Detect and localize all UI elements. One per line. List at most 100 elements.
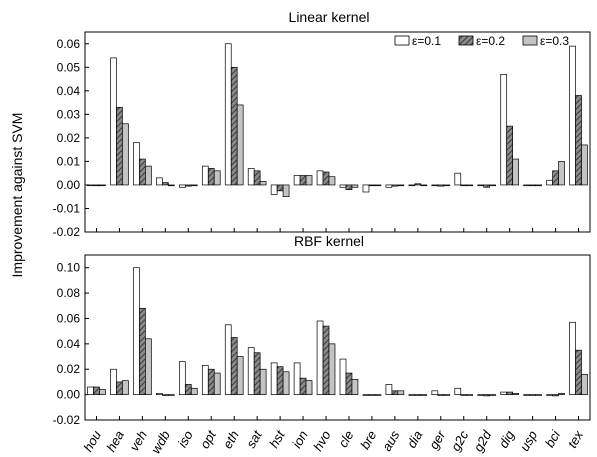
bar-sat-eps-0-3 <box>259 181 267 186</box>
plot-frame <box>84 254 591 421</box>
bar-opt-eps-0-3 <box>213 170 221 186</box>
bar-veh-eps-0-1 <box>133 267 140 395</box>
y-tick-label: 0.00 <box>57 178 81 192</box>
bar-hst-eps-0-2 <box>276 184 284 192</box>
bar-hvo-eps-0-2 <box>322 325 330 395</box>
bar-hvo-eps-0-1 <box>316 320 324 395</box>
bar-veh-eps-0-3 <box>145 165 152 186</box>
bar-hou-eps-0-2 <box>93 184 100 187</box>
y-tick-label: -0.02 <box>53 225 81 239</box>
category-label-ger: ger <box>426 427 449 451</box>
bar-bre-eps-0-1 <box>362 394 370 396</box>
rbf-kernel-title: RBF kernel <box>294 233 364 249</box>
bar-veh-eps-0-1 <box>133 142 140 186</box>
bar-aus-eps-0-2 <box>391 184 399 187</box>
bar-usp-eps-0-2 <box>529 394 536 396</box>
bar-ion-eps-0-3 <box>305 175 313 186</box>
legend-label-eps-0-3: ε=0.3 <box>540 34 569 48</box>
bar-veh-eps-0-3 <box>145 338 152 395</box>
bar-hou-eps-0-1 <box>87 386 94 395</box>
bar-hst-eps-0-2 <box>276 366 284 395</box>
bar-bre-eps-0-1 <box>362 184 370 193</box>
bar-g2c-eps-0-1 <box>454 172 462 186</box>
bar-hvo-eps-0-2 <box>322 171 330 186</box>
bar-iso-eps-0-2 <box>184 184 192 187</box>
y-axis-label: Improvement against SVM <box>9 113 25 278</box>
bar-eth-eps-0-2 <box>230 66 238 186</box>
plot-frame <box>84 31 591 233</box>
bar-tex-eps-0-1 <box>569 45 576 186</box>
bar-bci-eps-0-3 <box>558 393 565 395</box>
bar-dia-eps-0-3 <box>420 394 428 396</box>
bar-tex-eps-0-2 <box>575 349 582 395</box>
y-tick-label: 0.01 <box>57 154 81 168</box>
bar-dig-eps-0-1 <box>500 73 508 186</box>
bar-hvo-eps-0-1 <box>316 170 324 186</box>
bar-usp-eps-0-3 <box>535 184 542 187</box>
bar-ger-eps-0-1 <box>431 390 439 395</box>
bar-tex-eps-0-3 <box>581 144 588 186</box>
bar-g2d-eps-0-2 <box>483 394 491 397</box>
bar-tex-eps-0-2 <box>575 95 582 186</box>
bar-usp-eps-0-1 <box>523 184 530 187</box>
bar-hou-eps-0-3 <box>99 389 106 395</box>
bar-bci-eps-0-3 <box>558 161 565 186</box>
bar-hea-eps-0-1 <box>110 57 117 186</box>
bar-bre-eps-0-2 <box>368 394 376 396</box>
bar-cle-eps-0-3 <box>351 184 359 188</box>
bar-ion-eps-0-3 <box>305 380 313 395</box>
bar-hea-eps-0-3 <box>122 380 129 395</box>
category-label-eth: eth <box>220 428 242 451</box>
bar-g2c-eps-0-3 <box>466 184 474 187</box>
bar-g2d-eps-0-3 <box>489 184 497 187</box>
bar-g2c-eps-0-2 <box>460 184 468 187</box>
bar-eth-eps-0-3 <box>236 356 244 395</box>
bar-dia-eps-0-2 <box>414 394 422 396</box>
category-label-veh: veh <box>127 428 150 454</box>
bar-opt-eps-0-2 <box>207 168 215 186</box>
bar-ger-eps-0-3 <box>443 394 451 396</box>
category-label-g2d: g2d <box>470 427 494 454</box>
y-tick-label: 0.06 <box>57 311 81 325</box>
bar-hea-eps-0-3 <box>122 123 129 186</box>
bar-bre-eps-0-2 <box>368 184 376 187</box>
bar-usp-eps-0-3 <box>535 394 542 396</box>
y-tick-label: 0.04 <box>57 337 81 351</box>
bar-iso-eps-0-3 <box>190 387 198 395</box>
bar-aus-eps-0-1 <box>385 184 393 188</box>
bar-opt-eps-0-3 <box>213 372 221 395</box>
bar-hst-eps-0-3 <box>282 371 290 395</box>
bar-wdb-eps-0-2 <box>162 182 169 186</box>
bar-hou-eps-0-2 <box>93 386 100 395</box>
bar-opt-eps-0-1 <box>201 365 209 395</box>
y-tick-label: 0.05 <box>57 60 81 74</box>
bar-iso-eps-0-2 <box>184 384 192 395</box>
bar-usp-eps-0-2 <box>529 184 536 187</box>
bar-ion-eps-0-1 <box>293 175 301 186</box>
bar-bre-eps-0-3 <box>374 184 382 187</box>
bar-dig-eps-0-3 <box>512 158 519 186</box>
bar-bci-eps-0-1 <box>546 179 553 186</box>
bar-g2c-eps-0-2 <box>460 394 468 396</box>
bar-iso-eps-0-1 <box>178 184 186 188</box>
bar-ion-eps-0-2 <box>299 377 307 395</box>
category-label-bre: bre <box>357 428 379 452</box>
bar-sat-eps-0-3 <box>259 368 267 395</box>
bar-hst-eps-0-3 <box>282 184 290 198</box>
category-label-dig: dig <box>496 427 518 450</box>
bar-sat-eps-0-1 <box>247 168 255 186</box>
bar-g2d-eps-0-1 <box>477 184 485 187</box>
bar-sat-eps-0-2 <box>253 352 261 395</box>
bar-dia-eps-0-1 <box>408 184 416 187</box>
y-tick-label: 0.02 <box>57 131 81 145</box>
bar-iso-eps-0-3 <box>190 184 198 187</box>
bar-veh-eps-0-2 <box>139 158 146 186</box>
bar-hou-eps-0-3 <box>99 184 106 187</box>
bar-dig-eps-0-3 <box>512 393 519 395</box>
bar-g2d-eps-0-2 <box>483 184 491 188</box>
category-label-opt: opt <box>197 427 220 451</box>
category-label-hvo: hvo <box>310 428 333 454</box>
chart-legend: ε=0.1 ε=0.2 ε=0.3 <box>394 34 569 48</box>
bar-g2c-eps-0-1 <box>454 387 462 395</box>
bar-cle-eps-0-2 <box>345 184 353 191</box>
